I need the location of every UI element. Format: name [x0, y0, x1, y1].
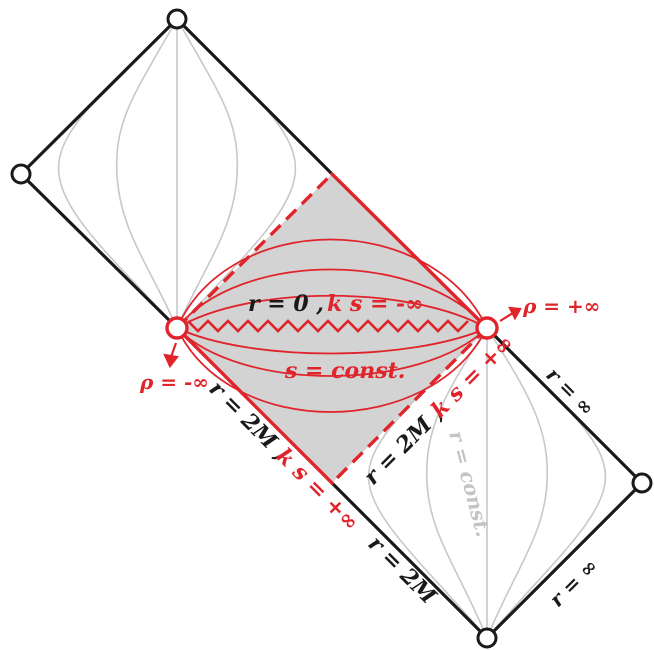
s-const-curve	[176, 327, 488, 377]
label-rho-plus: ρ = +∞	[522, 294, 600, 318]
s-const-curve	[176, 294, 488, 329]
s-const-curve	[176, 268, 488, 329]
s-const-curves	[176, 238, 488, 413]
upper-guide-curve	[176, 18, 239, 329]
s-const-curve	[176, 238, 488, 329]
label-singularity-ks: k s = -∞	[327, 291, 424, 317]
red-solid-edges	[175, 172, 489, 485]
vertex-left	[10, 163, 32, 185]
label-singularity-r: r = 0 ,	[248, 291, 324, 317]
label-rho-minus: ρ = -∞	[139, 370, 209, 394]
upper-guide-curve	[57, 18, 178, 329]
edge-red-dashed-upper-left	[175, 172, 334, 330]
s-const-curve	[176, 327, 488, 413]
edge-bottom	[330, 481, 489, 640]
vertex-right	[631, 472, 653, 494]
s-const-curve	[176, 327, 488, 355]
edge-red-dashed-lower-right	[330, 326, 489, 485]
vertices	[10, 8, 653, 649]
upper-guide-curve	[115, 18, 178, 329]
vertex-top	[166, 8, 188, 30]
vertex-bottom	[476, 627, 498, 649]
vertex-bifurcation-right	[475, 316, 499, 340]
outline-edges	[19, 17, 644, 640]
lower-guide-curve	[486, 327, 549, 639]
label-r-inf-lower: r = ∞	[545, 554, 603, 612]
edge-right-lower	[485, 481, 644, 640]
rho-plus-arrow	[499, 312, 514, 322]
singularity-zigzag	[187, 319, 469, 333]
red-dashed-edges	[175, 172, 489, 485]
rho-plus-arrowhead	[508, 306, 522, 321]
label-s-const: s = const.	[284, 358, 405, 384]
lower-guide-curve	[425, 327, 488, 639]
rho-arrows	[163, 306, 522, 369]
edge-red-upper-right	[330, 172, 489, 330]
edge-upper-left	[19, 17, 179, 176]
edge-right-upper	[485, 326, 644, 485]
edge-left	[19, 172, 179, 330]
edge-red-lower-left	[175, 326, 334, 485]
edge-upper-right	[175, 17, 334, 176]
vertex-bifurcation-left	[165, 316, 189, 340]
rho-minus-arrow	[169, 342, 178, 358]
label-r-inf-lower-group: r = ∞	[545, 554, 603, 612]
rho-minus-arrowhead	[163, 353, 180, 369]
